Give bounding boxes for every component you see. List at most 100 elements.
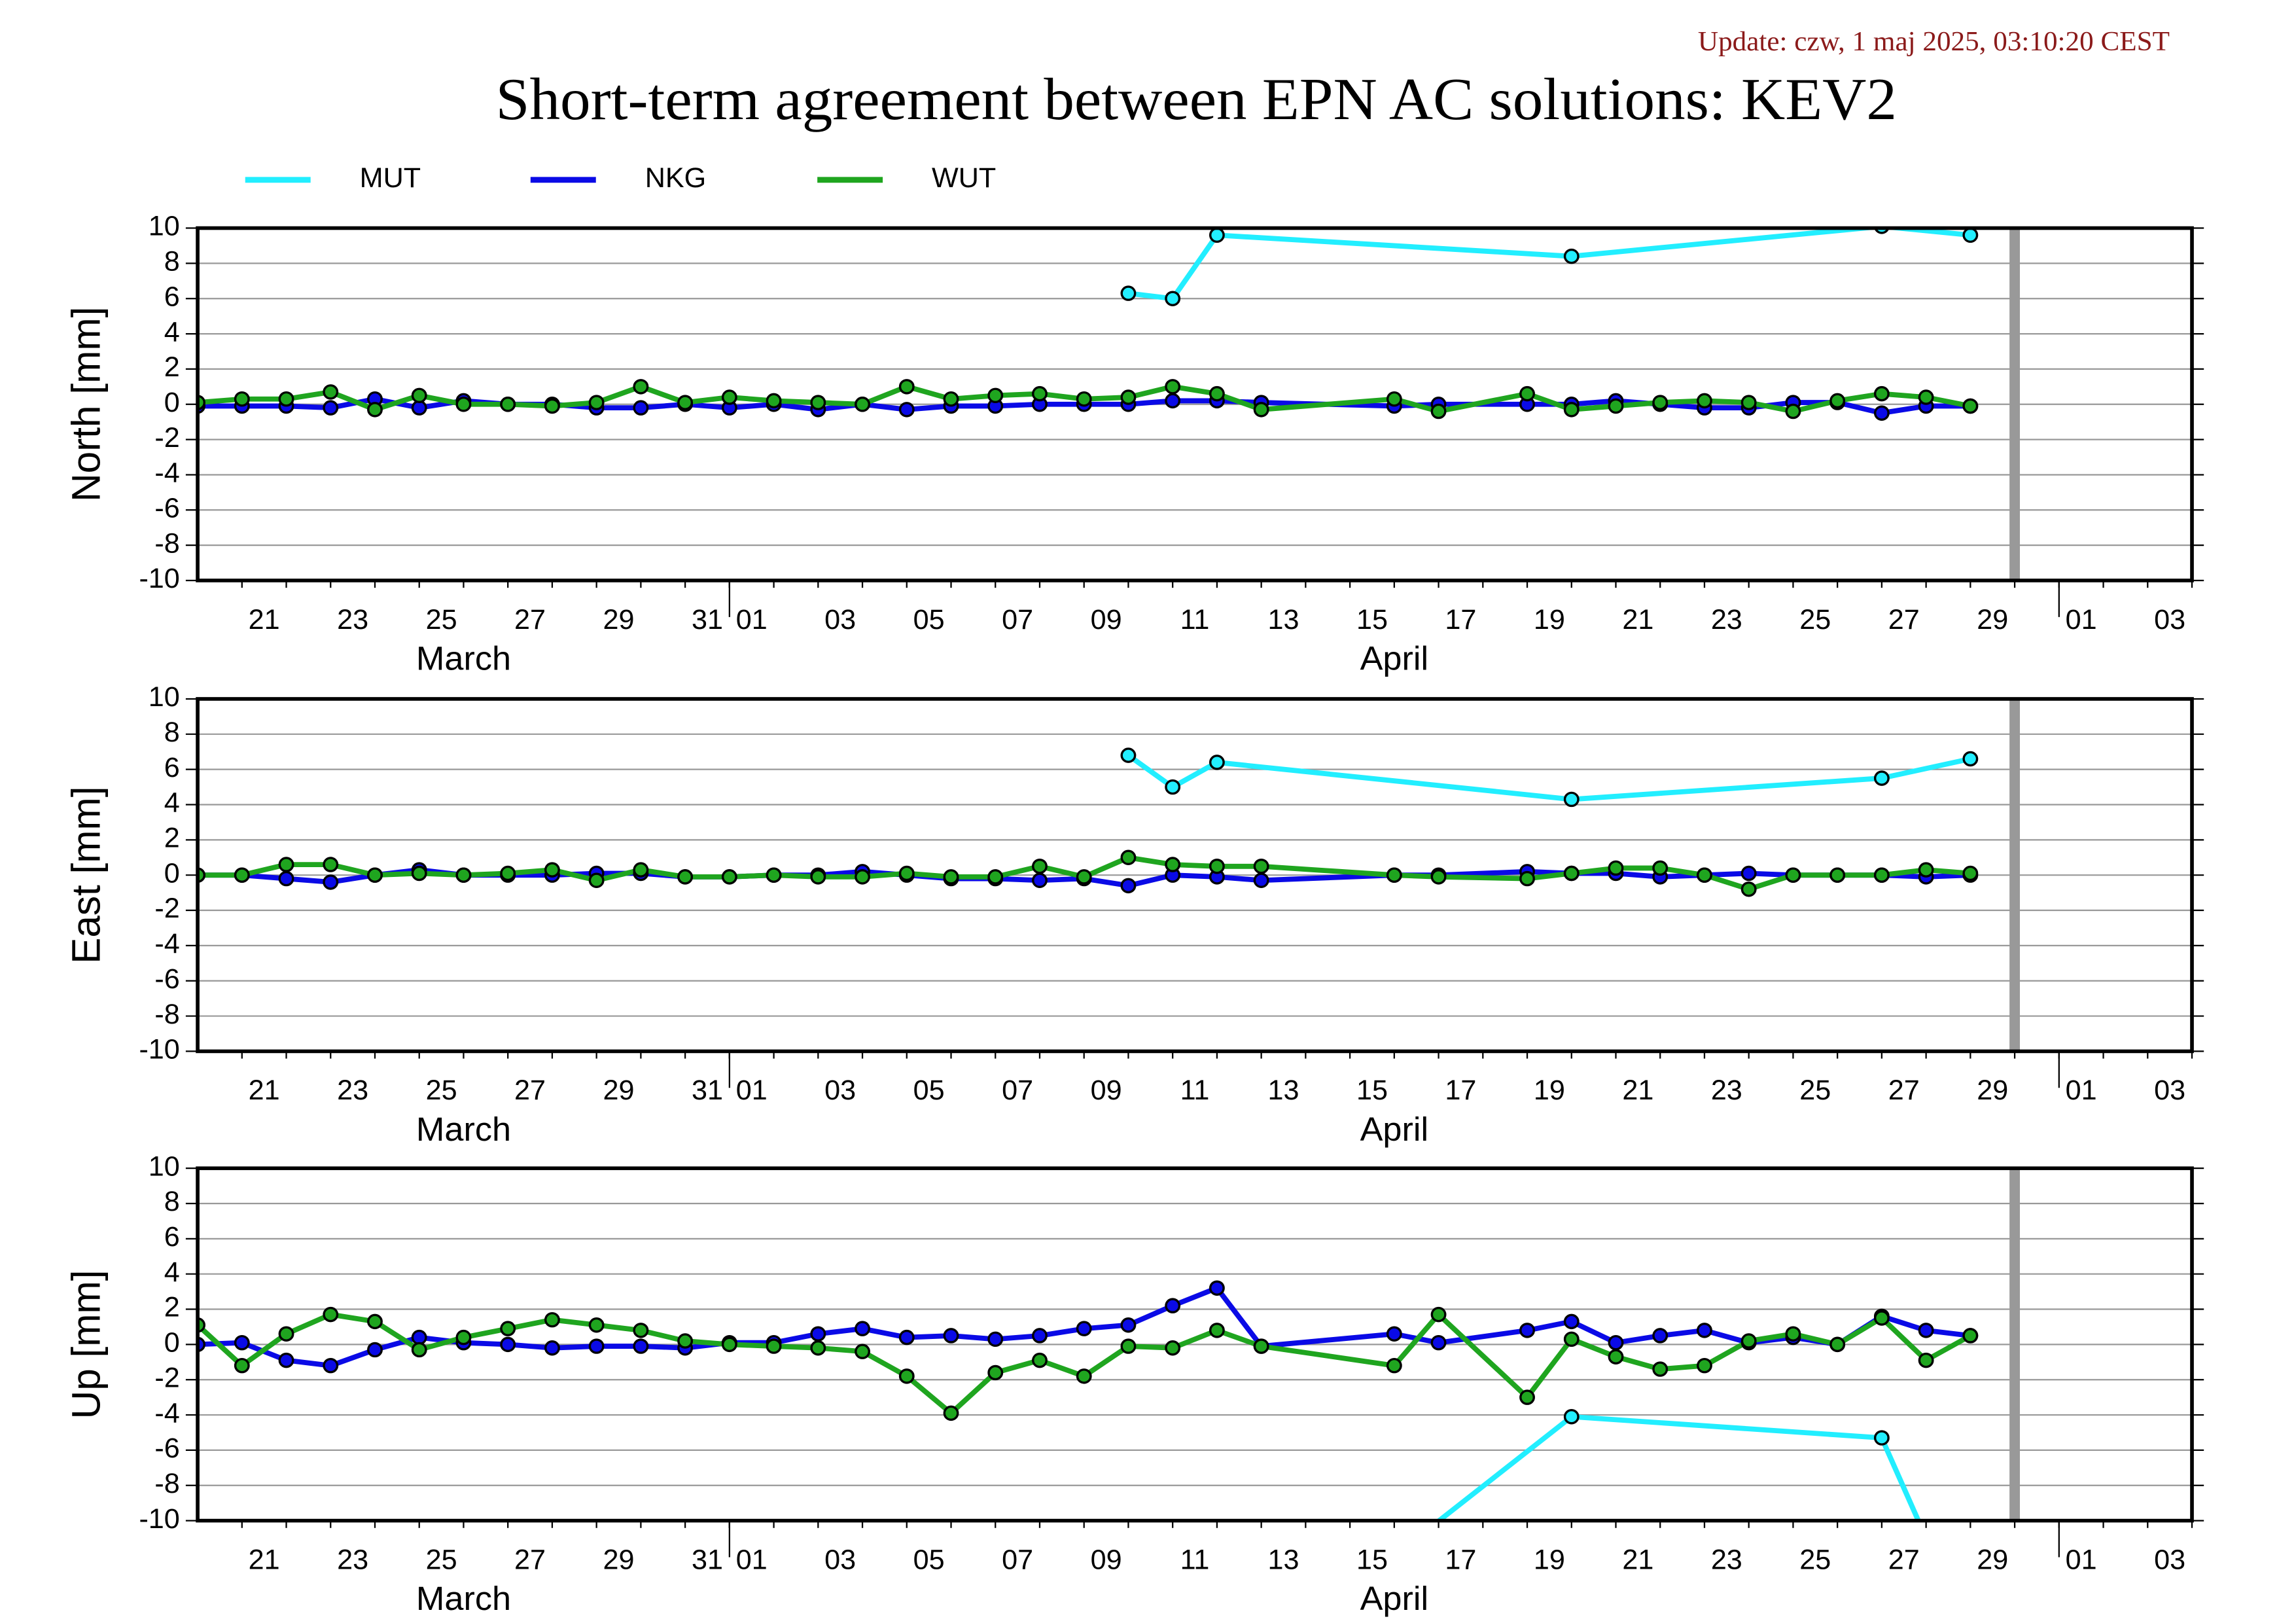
- x-tick-label: 05: [913, 1544, 945, 1576]
- y-tick-label: -4: [154, 1398, 179, 1429]
- x-tick-label: 23: [1711, 604, 1742, 635]
- data-point: [810, 1340, 826, 1356]
- data-point: [1386, 391, 1402, 407]
- x-tick-label: 23: [1711, 1075, 1742, 1107]
- y-tick-label: -4: [154, 457, 179, 489]
- data-point: [1652, 395, 1669, 410]
- data-point: [1430, 1306, 1447, 1323]
- x-tick-label: 05: [913, 604, 945, 635]
- data-point: [1519, 1323, 1535, 1338]
- x-tick-label: 17: [1445, 1075, 1476, 1107]
- data-point: [633, 862, 649, 878]
- y-tick-label: 2: [164, 823, 180, 854]
- data-point: [633, 1338, 649, 1354]
- data-point: [1209, 1323, 1225, 1338]
- legend-label: WUT: [932, 162, 996, 194]
- x-tick-label: 29: [603, 604, 635, 635]
- data-point: [1209, 385, 1225, 402]
- data-point: [411, 1342, 427, 1358]
- data-point: [455, 867, 472, 883]
- data-point: [1873, 1310, 1890, 1326]
- data-point: [1740, 395, 1757, 410]
- y-tick-label: 2: [164, 1292, 180, 1323]
- data-point: [1165, 1298, 1181, 1313]
- x-tick-label: 23: [337, 1075, 368, 1107]
- data-point: [1608, 1349, 1624, 1364]
- x-tick-label: 25: [426, 604, 457, 635]
- data-point: [1962, 398, 1979, 414]
- x-tick-label: 29: [603, 1075, 635, 1107]
- data-point: [1430, 869, 1447, 885]
- data-point: [455, 1329, 472, 1346]
- data-point: [1032, 858, 1048, 874]
- data-point: [1740, 881, 1757, 897]
- y-tick-label: 4: [164, 1257, 180, 1288]
- y-tick-label: 10: [149, 681, 180, 713]
- x-tick-label: 23: [337, 604, 368, 635]
- data-point: [1962, 865, 1979, 882]
- y-tick-label: -10: [139, 563, 179, 595]
- data-point: [588, 1317, 605, 1333]
- data-point: [367, 867, 383, 883]
- month-label: March: [416, 1110, 511, 1148]
- data-point: [677, 395, 694, 410]
- data-point: [898, 1329, 915, 1346]
- data-point: [1076, 391, 1092, 407]
- x-tick-label: 19: [1534, 1544, 1565, 1576]
- x-tick-label: 17: [1445, 604, 1476, 635]
- x-tick-label: 01: [736, 1075, 768, 1107]
- x-tick-label: 01: [2066, 1075, 2097, 1107]
- data-point: [1120, 1317, 1137, 1333]
- data-point: [411, 865, 427, 882]
- data-point: [1563, 865, 1580, 882]
- x-tick-label: 07: [1002, 1544, 1033, 1576]
- y-tick-label: -6: [154, 963, 179, 995]
- x-tick-label: 29: [1977, 604, 2008, 635]
- data-point: [1253, 872, 1269, 888]
- data-point: [1873, 770, 1890, 786]
- x-tick-label: 27: [1888, 604, 1920, 635]
- data-point: [1209, 755, 1225, 770]
- x-tick-label: 27: [514, 1075, 546, 1107]
- y-tick-label: -8: [154, 1468, 179, 1499]
- x-tick-label: 03: [2154, 1075, 2185, 1107]
- data-point: [278, 1352, 294, 1368]
- data-point: [1563, 791, 1580, 808]
- x-tick-label: 29: [1977, 1075, 2008, 1107]
- data-point: [677, 869, 694, 885]
- plot-area: [198, 747, 1979, 897]
- y-axis-label: East [mm]: [63, 786, 109, 963]
- data-point: [810, 869, 826, 885]
- data-point: [500, 1336, 516, 1353]
- data-point: [1386, 1357, 1402, 1374]
- x-tick-label: 01: [736, 604, 768, 635]
- y-tick-label: 8: [164, 717, 180, 748]
- data-point: [721, 389, 737, 405]
- data-point: [588, 1338, 605, 1354]
- data-point: [1120, 878, 1137, 894]
- data-point: [1652, 860, 1669, 876]
- data-point: [544, 398, 560, 414]
- y-tick-label: -6: [154, 1433, 179, 1464]
- chart-title: Short-term agreement between EPN AC solu…: [496, 66, 1897, 132]
- y-tick-label: -8: [154, 999, 179, 1030]
- data-point: [1873, 385, 1890, 402]
- y-tick-label: 8: [164, 246, 180, 277]
- x-tick-label: 01: [736, 1544, 768, 1576]
- data-point: [1563, 1313, 1580, 1330]
- x-tick-label: 25: [1799, 1075, 1831, 1107]
- data-point: [1962, 751, 1979, 767]
- x-tick-label: 31: [692, 604, 723, 635]
- data-point: [1386, 867, 1402, 883]
- series-line: [1435, 1414, 1922, 1521]
- data-point: [1918, 862, 1934, 878]
- x-tick-label: 01: [2066, 604, 2097, 635]
- data-point: [1032, 1352, 1048, 1368]
- x-tick-label: 05: [913, 1075, 945, 1107]
- data-point: [1209, 1280, 1225, 1296]
- month-label: April: [1360, 1579, 1428, 1617]
- plot-frame: [196, 226, 2194, 582]
- data-point: [1918, 1323, 1934, 1338]
- y-tick-label: 10: [149, 1151, 180, 1183]
- y-tick-label: -2: [154, 1363, 179, 1394]
